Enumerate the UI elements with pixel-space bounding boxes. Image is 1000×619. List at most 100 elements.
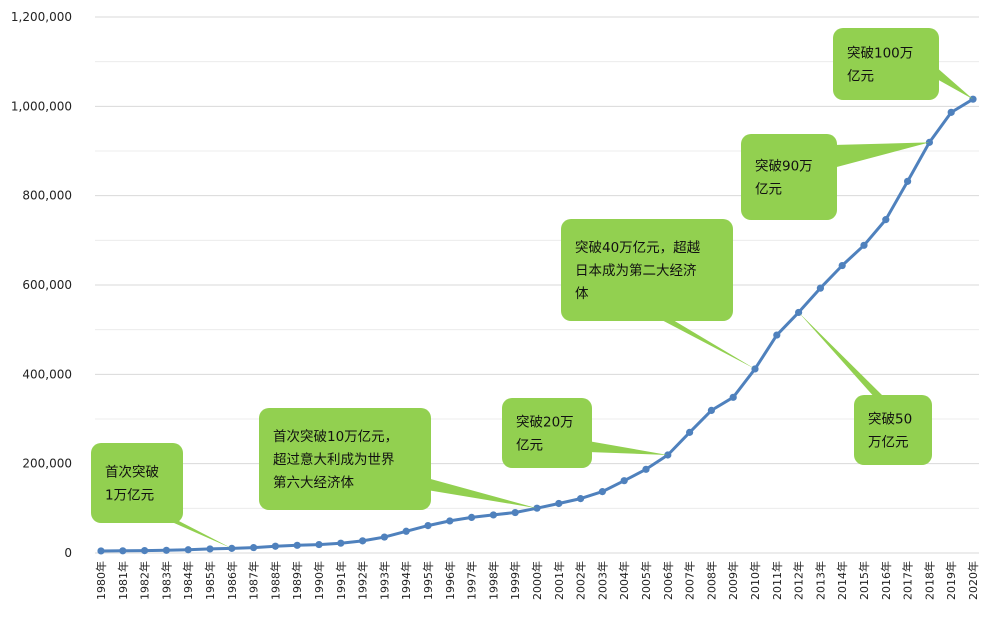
data-point	[860, 241, 868, 249]
x-tick-label: 1981年	[116, 561, 130, 600]
data-point	[424, 522, 432, 530]
x-tick-label: 1985年	[203, 561, 217, 600]
x-tick-label: 2002年	[574, 561, 588, 600]
x-tick-label: 1983年	[159, 561, 173, 600]
x-tick-label: 2005年	[639, 561, 653, 600]
callout-pointer	[935, 66, 973, 100]
data-point	[816, 284, 825, 292]
data-point	[686, 428, 694, 436]
callout-text: 突破90万	[755, 159, 813, 175]
x-tick-label: 1984年	[181, 561, 195, 600]
x-tick-label: 2013年	[813, 561, 827, 600]
callout-text: 亿元	[516, 438, 543, 454]
x-tick-label: 1989年	[290, 561, 304, 600]
x-tick-label: 1996年	[443, 561, 457, 600]
x-tick-label: 2000年	[530, 561, 544, 600]
x-tick-label: 2007年	[683, 561, 697, 600]
x-tick-label: 2012年	[792, 561, 806, 600]
data-point	[293, 541, 301, 549]
callout-box	[833, 28, 939, 100]
annotation-callout: 首次突破 1万亿元	[91, 443, 232, 549]
data-point	[141, 547, 149, 555]
data-point	[228, 544, 236, 552]
callout-text: 万亿元	[868, 435, 909, 451]
data-point	[359, 537, 367, 545]
data-point	[162, 546, 170, 554]
callout-pointer	[833, 142, 930, 168]
x-tick-label: 2008年	[704, 561, 718, 600]
x-tick-label: 1980年	[94, 561, 108, 600]
data-point	[707, 406, 716, 415]
callout-box	[91, 443, 183, 523]
callout-text: 1万亿元	[105, 488, 154, 504]
callout-text: 亿元	[755, 182, 782, 198]
data-point	[511, 508, 519, 517]
data-point	[598, 488, 607, 496]
data-point	[271, 542, 279, 550]
data-point	[250, 543, 258, 552]
callout-box	[259, 408, 431, 510]
data-point	[337, 539, 345, 547]
annotations: 首次突破 1万亿元 首次突破10万亿元，超过意大利成为世界第六大经济体突破20万亿元…	[91, 28, 973, 549]
x-tick-label: 2014年	[835, 561, 849, 600]
y-axis: 0 200,000 400,000 600,000 800,000 1,000,000 1,…	[11, 10, 72, 560]
x-tick-label: 2001年	[552, 561, 566, 600]
x-tick-label: 1991年	[334, 561, 348, 600]
data-point	[620, 477, 628, 485]
callout-text: 日本成为第二大经济	[575, 262, 697, 279]
x-tick-label: 1986年	[225, 561, 239, 600]
x-tick-label: 2009年	[726, 561, 740, 600]
gdp-series-line	[100, 97, 974, 553]
callout-text: 突破100万	[847, 46, 913, 62]
callout-box	[502, 398, 592, 468]
data-point	[489, 511, 497, 519]
data-point	[315, 540, 323, 549]
data-point	[838, 261, 846, 270]
y-tick-label: 200,000	[22, 457, 72, 471]
data-point	[577, 495, 585, 503]
callout-pointer	[165, 519, 232, 549]
data-point	[882, 216, 890, 224]
x-tick-label: 1988年	[268, 561, 282, 600]
data-point	[97, 547, 105, 555]
data-point	[904, 177, 912, 185]
y-tick-label: 600,000	[22, 278, 72, 292]
data-point	[119, 547, 127, 555]
callout-pointer	[588, 441, 668, 455]
y-tick-label: 1,000,000	[11, 99, 72, 113]
x-tick-label: 1999年	[508, 561, 522, 600]
data-point	[555, 499, 563, 508]
x-tick-label: 2004年	[617, 561, 631, 600]
callout-text: 超过意大利成为世界	[273, 451, 395, 468]
callout-text: 突破50	[868, 412, 912, 428]
x-tick-label: 2003年	[595, 561, 609, 600]
data-point	[468, 513, 476, 521]
data-point	[380, 533, 388, 541]
x-tick-label: 1992年	[356, 561, 370, 600]
callout-text: 体	[575, 286, 589, 302]
data-point	[947, 108, 955, 116]
callout-text: 首次突破	[105, 465, 159, 481]
x-tick-label: 2020年	[966, 561, 980, 600]
x-tick-label: 2006年	[661, 561, 675, 600]
callout-text: 突破40万亿元，超越	[575, 240, 701, 256]
data-point	[402, 527, 410, 535]
x-tick-label: 2017年	[901, 561, 915, 600]
x-tick-label: 1993年	[377, 561, 391, 600]
x-tick-label: 1994年	[399, 561, 413, 600]
callout-box	[854, 395, 932, 465]
data-point	[184, 546, 192, 554]
x-tick-label: 1990年	[312, 561, 326, 600]
annotation-callout: 突破50 万亿元	[798, 312, 932, 465]
x-axis: 1980年 1981年 1982年 1983年 1984年 1985年 1986年 1987年…	[94, 561, 980, 600]
y-tick-label: 400,000	[22, 367, 72, 381]
callout-box	[561, 219, 733, 321]
data-point	[773, 331, 781, 339]
x-tick-label: 1987年	[247, 561, 261, 600]
x-tick-label: 2011年	[770, 561, 784, 600]
x-tick-label: 2010年	[748, 561, 762, 600]
data-point	[206, 545, 214, 553]
